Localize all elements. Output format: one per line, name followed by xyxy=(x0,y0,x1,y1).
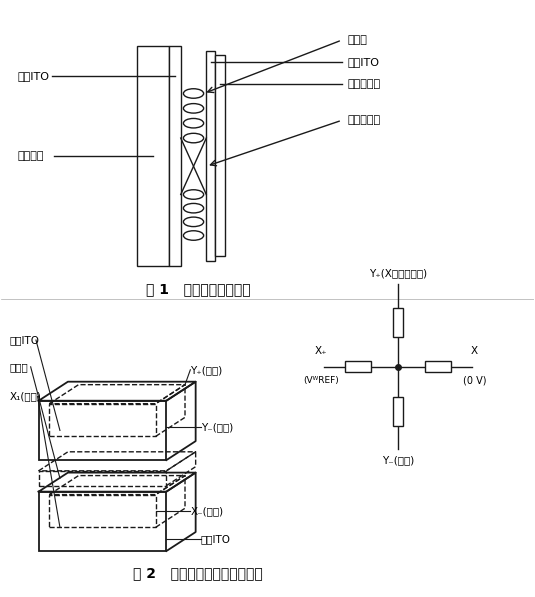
Bar xyxy=(39,491,166,551)
Ellipse shape xyxy=(184,190,204,199)
Text: 隔离点: 隔离点 xyxy=(347,35,367,45)
Text: 玻璃基层: 玻璃基层 xyxy=(17,151,44,161)
Bar xyxy=(425,361,450,373)
Text: 图 2   四线电阻触摸屏检测原理: 图 2 四线电阻触摸屏检测原理 xyxy=(133,566,263,580)
Text: 隔离层: 隔离层 xyxy=(10,362,28,372)
Bar xyxy=(39,471,166,486)
Text: Y₋(电极): Y₋(电极) xyxy=(201,423,233,432)
Ellipse shape xyxy=(184,217,204,227)
Text: X₊: X₊ xyxy=(315,346,327,356)
Text: 图 1   电阻式触摸屏结构: 图 1 电阻式触摸屏结构 xyxy=(146,282,250,297)
Text: X₋(电极): X₋(电极) xyxy=(190,506,224,516)
Text: 防刮塑料层: 防刮塑料层 xyxy=(347,79,380,89)
Text: Y₋(悬空): Y₋(悬空) xyxy=(382,456,414,466)
Ellipse shape xyxy=(184,204,204,213)
Text: 外层ITO: 外层ITO xyxy=(10,335,40,345)
Ellipse shape xyxy=(184,104,204,113)
Bar xyxy=(215,56,225,256)
Ellipse shape xyxy=(184,133,204,143)
Text: X: X xyxy=(471,346,478,356)
Text: 外层ITO: 外层ITO xyxy=(347,57,379,67)
Bar xyxy=(393,308,403,337)
Text: X₁(电极): X₁(电极) xyxy=(10,392,41,402)
Ellipse shape xyxy=(184,89,204,99)
Bar xyxy=(207,51,215,261)
Text: 内层ITO: 内层ITO xyxy=(17,70,49,81)
Text: 内层ITO: 内层ITO xyxy=(201,534,231,544)
Bar xyxy=(49,404,156,436)
Bar xyxy=(345,361,371,373)
Text: Y₊(电极): Y₊(电极) xyxy=(190,365,223,375)
Bar xyxy=(49,494,156,527)
Ellipse shape xyxy=(184,118,204,128)
Bar xyxy=(39,401,166,460)
Ellipse shape xyxy=(184,231,204,240)
Bar xyxy=(137,46,169,266)
Bar xyxy=(169,46,181,266)
Text: Y₊(X方向分压值): Y₊(X方向分压值) xyxy=(369,268,427,278)
Text: (0 V): (0 V) xyxy=(463,376,486,386)
Text: (VᵂREF): (VᵂREF) xyxy=(303,376,339,384)
Bar xyxy=(393,397,403,426)
Text: 手指触摸点: 手指触摸点 xyxy=(347,115,380,125)
